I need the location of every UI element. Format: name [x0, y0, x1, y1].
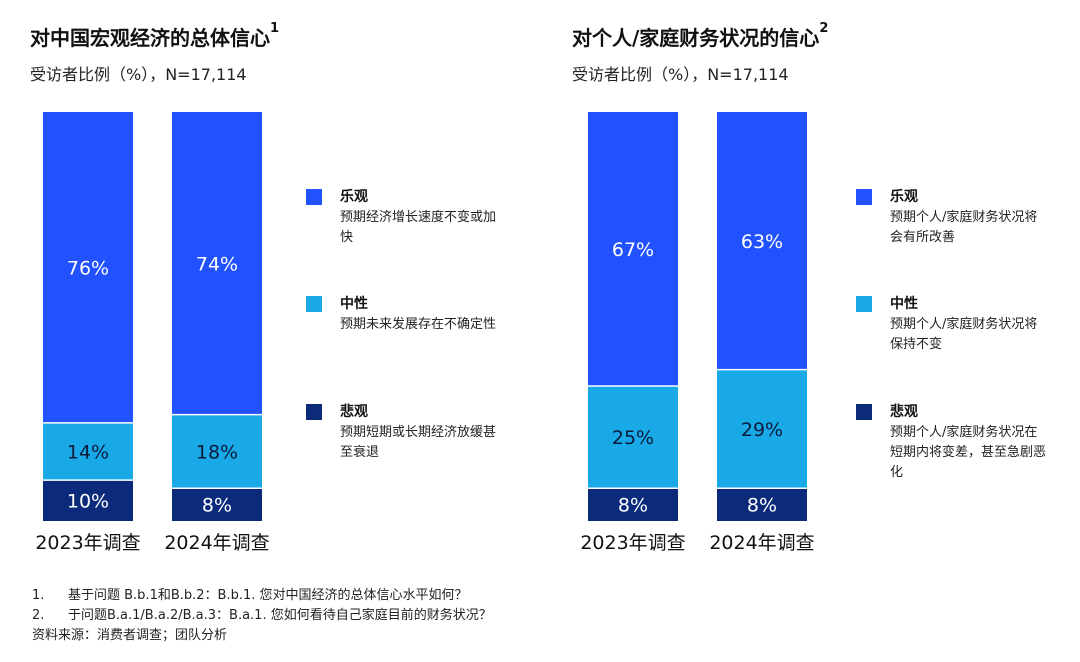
- footnote-text: 基于问题 B.b.1和B.b.2：B.b.1. 您对中国经济的总体信心水平如何？: [68, 588, 468, 603]
- bar-segment-optimistic-0: [588, 112, 678, 387]
- legend-swatch-optimistic: [306, 189, 322, 205]
- stacked-bar-chart-household: 8% 25% 67% 2023年调查 8% 29% 63% 2024年调查: [580, 112, 815, 554]
- legend-desc-neutral: 预期个人/家庭财务状况将保持不变: [890, 317, 1038, 352]
- legend-label-pessimistic: 悲观: [340, 404, 368, 420]
- footnote-number: 2.: [32, 608, 45, 623]
- data-label-neutral-0: 14%: [67, 441, 109, 463]
- legend-label-neutral: 中性: [340, 296, 368, 312]
- legend-label-pessimistic: 悲观: [890, 404, 918, 420]
- footnote-1: 1. 基于问题 B.b.1和B.b.2：B.b.1. 您对中国经济的总体信心水平如…: [32, 586, 492, 606]
- legend-label-optimistic: 乐观: [340, 189, 368, 205]
- data-label-pessimistic-0: 8%: [618, 495, 648, 517]
- bar-segment-pessimistic-0: [588, 488, 678, 521]
- title-footnote-ref: 1: [270, 21, 280, 36]
- data-label-neutral-1: 29%: [741, 419, 783, 441]
- data-label-pessimistic-0: 10%: [67, 491, 109, 513]
- legend-desc-optimistic: 预期经济增长速度不变或加快: [340, 210, 497, 245]
- panel-household-confidence: 对个人/家庭财务状况的信心2 受访者比例（%），N=17,114 8% 25% 67…: [540, 0, 1080, 580]
- stacked-bar-chart-macro: 10% 14% 76% 2023年调查 8% 18% 74% 2024年调查: [35, 112, 270, 554]
- chart-title: 对个人/家庭财务状况的信心2: [572, 21, 829, 51]
- data-label-pessimistic-1: 8%: [747, 495, 777, 517]
- title-footnote-ref: 2: [819, 21, 829, 36]
- bar-segment-neutral-0: [588, 386, 678, 489]
- category-label-0: 2023年调查: [580, 532, 685, 554]
- bar-segment-neutral-1: [172, 414, 262, 489]
- chart-title: 对中国宏观经济的总体信心1: [30, 21, 280, 51]
- data-label-neutral-1: 18%: [196, 441, 238, 463]
- category-label-1: 2024年调查: [709, 532, 814, 554]
- source-note: 资料来源：消费者调查；团队分析: [32, 628, 228, 643]
- data-label-optimistic-1: 74%: [196, 253, 238, 275]
- legend-desc-neutral: 预期未来发展存在不确定性: [340, 317, 497, 332]
- data-label-pessimistic-1: 8%: [202, 495, 232, 517]
- footnote-text: 于问题B.a.1/B.a.2/B.a.3：B.a.1. 您如何看待自己家庭目前的…: [68, 608, 492, 623]
- bar-segment-neutral-0: [43, 422, 133, 481]
- bar-segment-pessimistic-1: [717, 488, 807, 521]
- legend-swatch-neutral: [306, 296, 322, 312]
- chart-subtitle: 受访者比例（%），N=17,114: [30, 65, 247, 84]
- bar-segment-optimistic-1: [717, 112, 807, 370]
- legend-label-optimistic: 乐观: [890, 189, 918, 205]
- category-label-0: 2023年调查: [35, 532, 140, 554]
- footnote-2: 2. 于问题B.a.1/B.a.2/B.a.3：B.a.1. 您如何看待自己家庭目…: [32, 606, 492, 626]
- chart-title-text: 对中国宏观经济的总体信心: [30, 26, 270, 50]
- data-label-optimistic-0: 76%: [67, 257, 109, 279]
- panel-macro-confidence: 对中国宏观经济的总体信心1 受访者比例（%），N=17,114 10% 14% 76…: [0, 0, 540, 580]
- footnotes: 1. 基于问题 B.b.1和B.b.2：B.b.1. 您对中国经济的总体信心水平如…: [32, 586, 492, 646]
- legend-desc-pessimistic: 预期短期或长期经济放缓甚至衰退: [340, 425, 497, 460]
- data-label-optimistic-1: 63%: [741, 231, 783, 253]
- legend-label-neutral: 中性: [890, 296, 918, 312]
- bar-segment-neutral-1: [717, 369, 807, 489]
- bar-segment-pessimistic-0: [43, 480, 133, 521]
- legend-desc-optimistic: 预期个人/家庭财务状况将会有所改善: [890, 210, 1038, 245]
- legend-swatch-neutral: [856, 296, 872, 312]
- data-label-neutral-0: 25%: [612, 427, 654, 449]
- legend-swatch-pessimistic: [856, 404, 872, 420]
- bar-segment-optimistic-0: [43, 112, 133, 423]
- footnote-number: 1.: [32, 588, 45, 603]
- bar-segment-pessimistic-1: [172, 488, 262, 521]
- legend-desc-pessimistic: 预期个人/家庭财务状况在短期内将变差，甚至急剧恶化: [890, 425, 1047, 480]
- category-label-1: 2024年调查: [164, 532, 269, 554]
- legend-swatch-optimistic: [856, 189, 872, 205]
- legend-swatch-pessimistic: [306, 404, 322, 420]
- chart-title-text: 对个人/家庭财务状况的信心: [572, 26, 820, 50]
- data-label-optimistic-0: 67%: [612, 239, 654, 261]
- bar-segment-optimistic-1: [172, 112, 262, 415]
- chart-subtitle: 受访者比例（%），N=17,114: [572, 65, 789, 84]
